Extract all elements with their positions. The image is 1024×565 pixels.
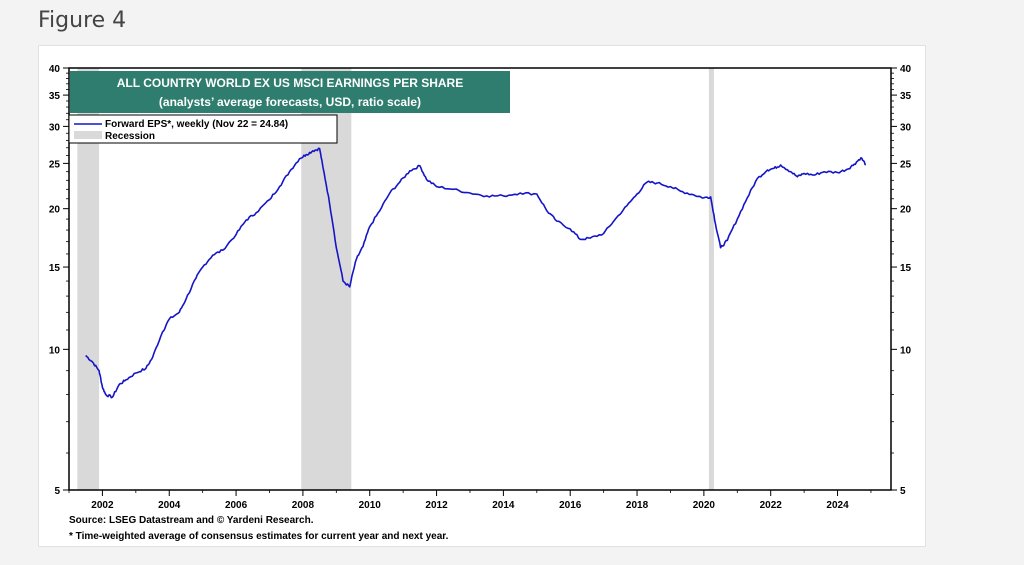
y-tick-label-right: 25 (900, 159, 912, 170)
y-tick-label-right: 15 (900, 263, 912, 274)
chart-title: ALL COUNTRY WORLD EX US MSCI EARNINGS PE… (117, 76, 463, 90)
y-tick-label-right: 35 (900, 91, 912, 102)
y-tick-label-left: 25 (49, 159, 61, 170)
x-tick-label: 2020 (693, 500, 716, 511)
x-tick-label: 2022 (760, 500, 783, 511)
y-tick-label-right: 30 (900, 122, 912, 133)
y-tick-label-left: 30 (49, 122, 61, 133)
y-tick-label-left: 35 (49, 91, 61, 102)
y-tick-label-right: 5 (900, 486, 906, 497)
footnote: * Time-weighted average of consensus est… (69, 531, 449, 542)
y-tick-label-left: 20 (49, 205, 61, 216)
y-tick-label-right: 40 (900, 64, 912, 75)
source-note: Source: LSEG Datastream and © Yardeni Re… (69, 515, 314, 526)
x-tick-label: 2008 (292, 500, 315, 511)
recession-band (77, 68, 100, 490)
x-tick-label: 2010 (359, 500, 382, 511)
x-tick-label: 2012 (425, 500, 448, 511)
y-tick-label-right: 20 (900, 205, 912, 216)
y-tick-label-left: 10 (49, 345, 61, 356)
title-box: ALL COUNTRY WORLD EX US MSCI EARNINGS PE… (70, 71, 510, 113)
legend-recession-label: Recession (105, 131, 155, 142)
x-tick-label: 2006 (225, 500, 248, 511)
x-tick-label: 2024 (826, 500, 849, 511)
y-tick-label-left: 40 (49, 64, 61, 75)
y-tick-label-left: 5 (54, 486, 60, 497)
x-tick-label: 2018 (626, 500, 649, 511)
x-tick-label: 2004 (158, 500, 181, 511)
legend: Forward EPS*, weekly (Nov 22 = 24.84) Re… (68, 114, 338, 144)
chart-card: 5 5 10 10 15 15 20 20 25 25 30 30 35 35 40 40 2002 2004 20… (38, 45, 926, 547)
x-tick-label: 2002 (91, 500, 114, 511)
chart-subtitle: (analysts’ average forecasts, USD, ratio… (159, 95, 421, 109)
y-tick-label-right: 10 (900, 345, 912, 356)
recession-band (708, 68, 714, 490)
legend-series-label: Forward EPS*, weekly (Nov 22 = 24.84) (105, 119, 288, 130)
x-tick-label: 2014 (492, 500, 515, 511)
legend-recession-swatch (74, 131, 102, 139)
plot-frame (68, 67, 892, 491)
figure-heading: Figure 4 (38, 8, 127, 33)
y-tick-label-left: 15 (49, 263, 61, 274)
series-line-forward-eps (85, 147, 867, 399)
x-tick-label: 2016 (559, 500, 582, 511)
